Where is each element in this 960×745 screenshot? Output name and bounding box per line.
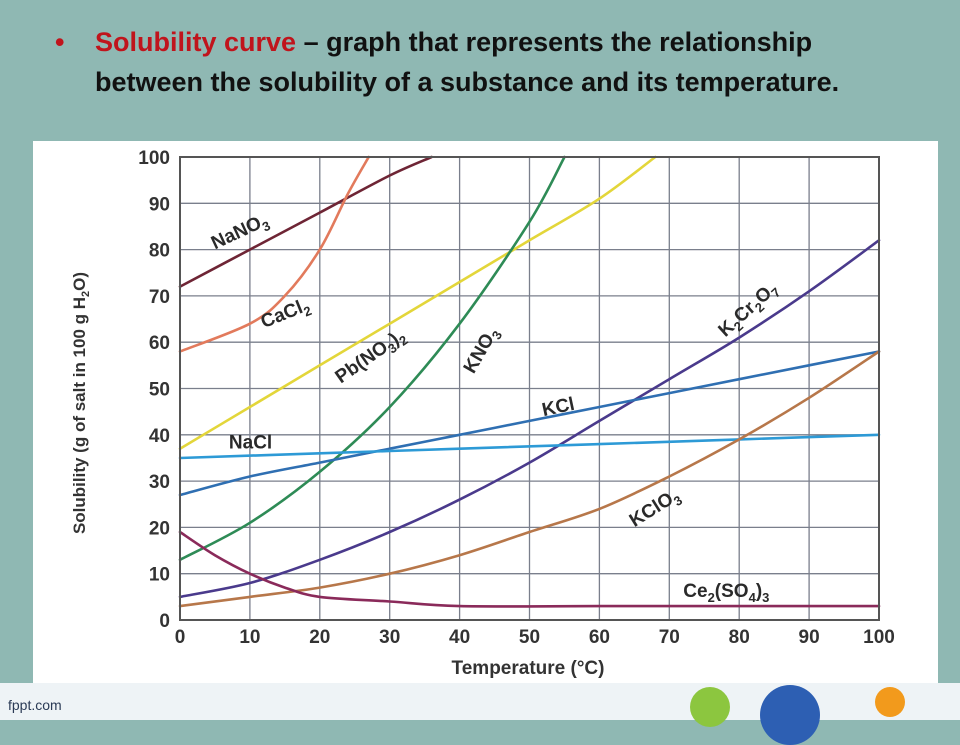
y-axis-label: Solubility (g of salt in 100 g H2O) <box>70 272 92 534</box>
x-tick-label: 80 <box>729 627 750 648</box>
x-tick-label: 20 <box>309 627 330 648</box>
series-line-kcl <box>178 350 881 497</box>
plot-frame <box>179 156 880 621</box>
series-line-ce2-so4-3 <box>178 530 881 608</box>
bullet-symbol: • <box>55 27 65 57</box>
bullet-text: Solubility curve – graph that represents… <box>95 22 925 102</box>
series-line-kclo3 <box>178 350 881 608</box>
series-line-kno3 <box>178 155 566 562</box>
tick-labels: 0 10 20 30 40 50 60 70 80 90 100 0 10 20 30 40 50 60 70 80 9… <box>138 148 895 648</box>
y-tick-label: 20 <box>149 518 170 539</box>
x-tick-label: 90 <box>799 627 820 648</box>
series-line-k2cr2o7 <box>178 239 881 599</box>
grid <box>179 156 880 621</box>
y-tick-label: 0 <box>159 611 170 632</box>
plot-border <box>179 156 880 621</box>
footer-strip <box>0 683 960 745</box>
x-tick-label: 30 <box>379 627 400 648</box>
curve-label-nacl: NaCl <box>229 433 272 454</box>
definition-term: Solubility curve <box>95 27 297 57</box>
series-line-cacl2 <box>178 155 370 353</box>
x-tick-label: 100 <box>863 627 895 648</box>
y-tick-label: 40 <box>149 426 170 447</box>
decorative-circle-blue <box>760 685 820 745</box>
series-line-nacl <box>178 433 881 460</box>
x-axis-label: Temperature (°C) <box>452 658 605 679</box>
series-lines <box>178 155 881 608</box>
decorative-circle-orange <box>875 687 905 717</box>
curve-label-cacl2: CaCl2 <box>258 295 314 336</box>
x-tick-label: 10 <box>239 627 260 648</box>
curve-label-ce2-so4-3: Ce2(SO4)3 <box>683 581 769 605</box>
y-tick-label: 90 <box>149 194 170 215</box>
y-tick-label: 100 <box>138 148 170 169</box>
footer-brand: fppt.com <box>8 697 62 713</box>
x-tick-label: 70 <box>659 627 680 648</box>
definition-text: – graph that represents the relationship… <box>95 27 840 97</box>
chart-panel: 0 10 20 30 40 50 60 70 80 90 100 0 10 20 30 40 50 60 70 80 9… <box>33 141 938 683</box>
x-tick-label: 60 <box>589 627 610 648</box>
y-tick-label: 70 <box>149 287 170 308</box>
y-tick-label: 50 <box>149 380 170 401</box>
x-tick-label: 50 <box>519 627 540 648</box>
y-tick-label: 80 <box>149 241 170 262</box>
bullet-point: • Solubility curve – graph that represen… <box>55 22 925 102</box>
solubility-chart: 0 10 20 30 40 50 60 70 80 90 100 0 10 20 30 40 50 60 70 80 9… <box>70 148 895 679</box>
curve-label-kcl: KCl <box>540 394 576 421</box>
series-line-pb-no3-2 <box>178 155 657 450</box>
x-tick-label: 0 <box>175 627 186 648</box>
curve-label-k2cr2o7: K2Cr2O7 <box>715 278 784 344</box>
y-tick-label: 30 <box>149 472 170 493</box>
decorative-circle-green <box>690 687 730 727</box>
svg-text:Solubility (g of salt in 100 g: Solubility (g of salt in 100 g H2O) <box>70 272 92 534</box>
x-tick-label: 40 <box>449 627 470 648</box>
y-tick-label: 60 <box>149 333 170 354</box>
series-line-nano3 <box>178 155 433 288</box>
y-tick-label: 10 <box>149 565 170 586</box>
curve-label-kno3: KNO3 <box>460 324 506 379</box>
